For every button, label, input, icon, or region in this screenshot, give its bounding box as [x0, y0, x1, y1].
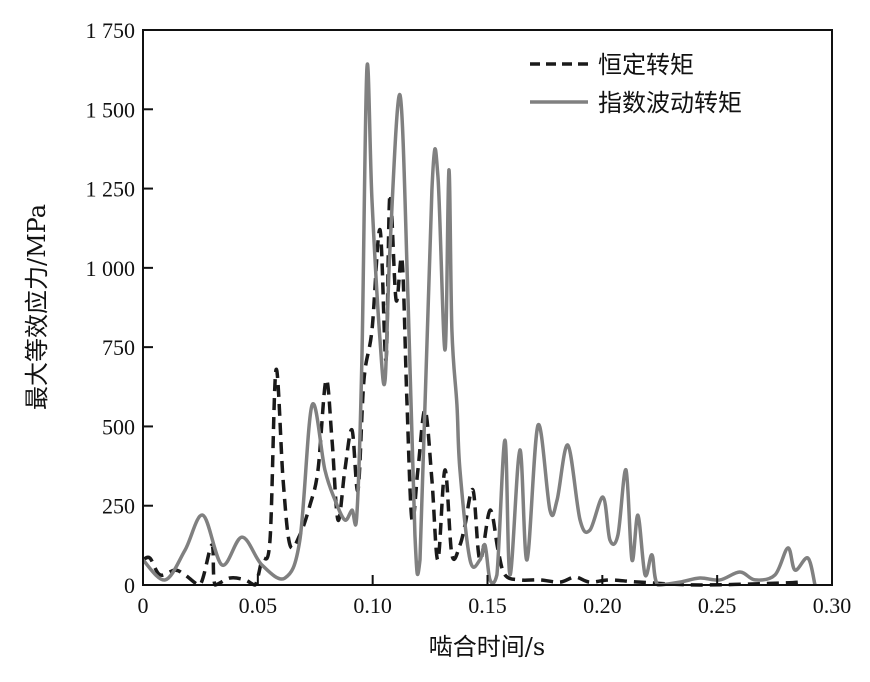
x-tick-label: 0.15: [468, 593, 507, 618]
x-tick-label: 0.10: [353, 593, 392, 618]
y-tick-label: 500: [102, 414, 135, 439]
series-exponential-torque-line: [141, 62, 817, 587]
y-tick-label: 250: [102, 494, 135, 519]
legend: 恒定转矩 指数波动转矩: [530, 51, 742, 117]
x-tick-label: 0.25: [698, 593, 737, 618]
legend-label-exponential-torque: 指数波动转矩: [598, 89, 742, 117]
x-tick-label: 0: [138, 593, 149, 618]
y-tick-label: 750: [102, 335, 135, 360]
series-layer: [141, 62, 817, 587]
y-axis-title: 最大等效应力/MPa: [23, 204, 51, 410]
y-tick-label: 1 750: [86, 18, 136, 43]
series-constant-torque-line: [142, 192, 801, 587]
legend-label-constant-torque: 恒定转矩: [598, 51, 694, 79]
ticks-layer: 0 0.05 0.10 0.15 0.20 0.25 0.30 0 250 500 750 1 000…: [86, 18, 852, 618]
y-tick-label: 1 250: [86, 177, 136, 202]
y-tick-label: 1 500: [86, 97, 136, 122]
y-tick-label: 1 000: [86, 256, 136, 281]
x-tick-label: 0.30: [813, 593, 852, 618]
x-axis-title: 啮合时间/s: [429, 633, 545, 661]
x-tick-label: 0.05: [239, 593, 278, 618]
y-tick-label: 0: [124, 573, 135, 598]
x-tick-label: 0.20: [583, 593, 622, 618]
